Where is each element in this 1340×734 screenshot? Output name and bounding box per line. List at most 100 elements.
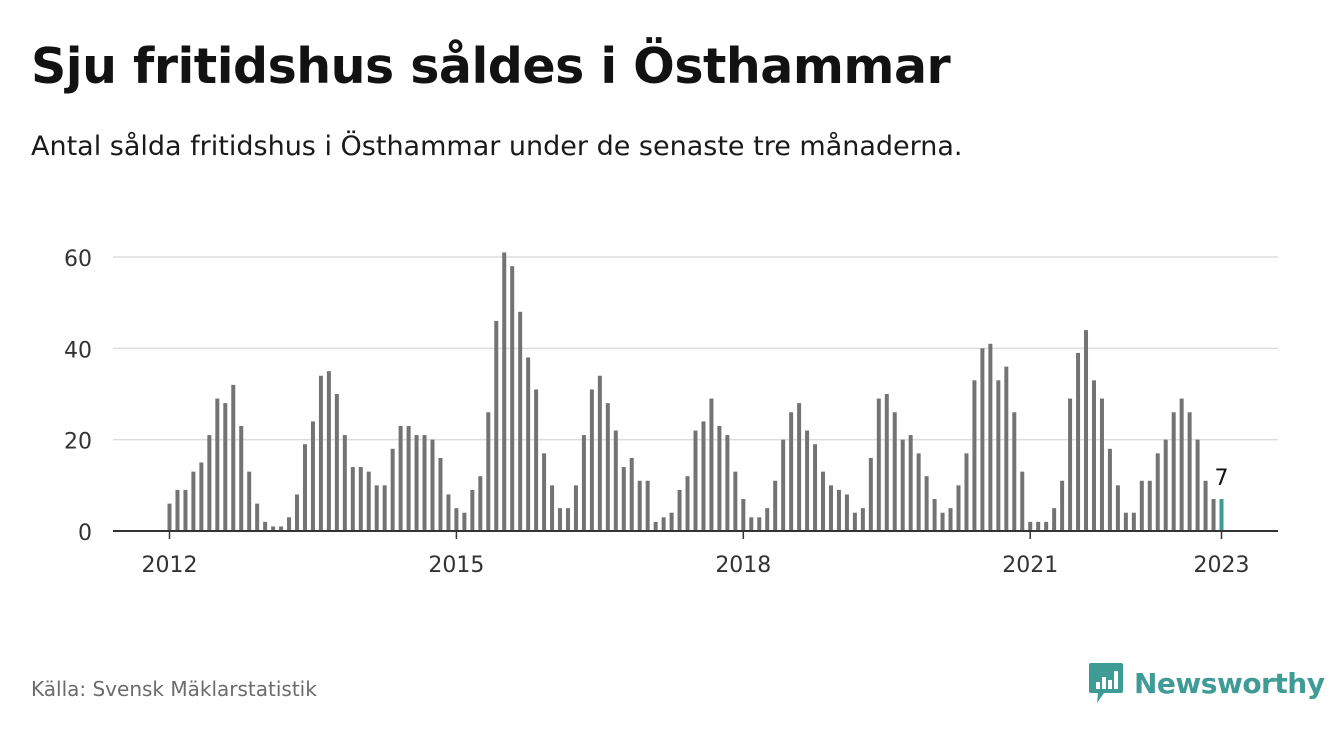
bar — [1004, 366, 1009, 531]
bar — [996, 380, 1001, 531]
bar — [573, 485, 578, 531]
bar — [789, 412, 794, 531]
axes: 0 20 40 60 7 2012 2015 2018 2021 2023 — [64, 247, 1278, 578]
bar — [1171, 412, 1176, 531]
bar — [948, 508, 953, 531]
bar — [438, 457, 443, 531]
bar — [597, 375, 602, 531]
bar — [1147, 480, 1152, 531]
bar — [940, 512, 945, 531]
bar — [733, 471, 738, 531]
bar — [589, 389, 594, 531]
bar — [1076, 352, 1081, 531]
bar — [1211, 499, 1216, 531]
bar — [693, 430, 698, 531]
bar — [884, 394, 889, 531]
bar — [318, 375, 323, 531]
bar — [709, 398, 714, 531]
bar — [805, 430, 810, 531]
bar — [199, 462, 204, 531]
bar — [916, 453, 921, 531]
bar — [908, 435, 913, 531]
bar — [350, 467, 355, 531]
bar — [534, 389, 539, 531]
bar — [852, 512, 857, 531]
bar — [510, 266, 515, 531]
bar — [1091, 380, 1096, 531]
bar — [1179, 398, 1184, 531]
bar — [1044, 521, 1049, 531]
bar — [821, 471, 826, 531]
bar — [1012, 412, 1017, 531]
bar — [900, 439, 905, 531]
bar — [1155, 453, 1160, 531]
bar — [446, 494, 451, 531]
bar — [964, 453, 969, 531]
bar — [494, 320, 499, 531]
bar — [271, 526, 276, 531]
bar — [1036, 521, 1041, 531]
bar — [1203, 480, 1208, 531]
brand-name: Newsworthy — [1134, 666, 1325, 700]
bar — [685, 476, 690, 531]
bar — [422, 435, 427, 531]
bar — [972, 380, 977, 531]
bar — [613, 430, 618, 531]
bar — [167, 503, 172, 531]
bar — [183, 489, 188, 531]
bar — [279, 526, 284, 531]
source-note: Källa: Svensk Mäklarstatistik — [31, 677, 317, 701]
bar — [470, 489, 475, 531]
bar — [749, 517, 754, 531]
x-tick-label: 2018 — [715, 553, 771, 578]
bar — [207, 435, 212, 531]
bar-latest — [1219, 499, 1224, 531]
bar — [310, 421, 315, 531]
bar — [550, 485, 555, 531]
chart-title: Sju fritidshus såldes i Östhammar — [31, 38, 951, 95]
bar — [486, 412, 491, 531]
bar — [1052, 508, 1057, 531]
y-tick-label: 40 — [64, 338, 92, 363]
bar — [231, 384, 236, 531]
newsworthy-logo-icon — [1089, 663, 1123, 703]
bar — [581, 435, 586, 531]
bar — [462, 512, 467, 531]
y-tick-label: 60 — [64, 247, 92, 272]
bar — [956, 485, 961, 531]
bar — [414, 435, 419, 531]
bar — [1139, 480, 1144, 531]
x-tick-label: 2012 — [142, 553, 198, 578]
bar — [223, 403, 228, 531]
bar — [629, 457, 634, 531]
y-tick-label: 0 — [78, 521, 92, 546]
bar — [1107, 448, 1112, 531]
bar — [263, 521, 268, 531]
bar — [701, 421, 706, 531]
bar — [717, 425, 722, 531]
bar — [645, 480, 650, 531]
bar — [1028, 521, 1033, 531]
bar — [669, 512, 674, 531]
latest-value-label: 7 — [1215, 466, 1229, 491]
bar — [725, 435, 730, 531]
bar — [342, 435, 347, 531]
bar — [502, 252, 507, 531]
bar — [1060, 480, 1065, 531]
brand-logo[interactable]: Newsworthy — [1088, 660, 1325, 706]
bar — [565, 508, 570, 531]
bar — [1187, 412, 1192, 531]
bar — [653, 521, 658, 531]
bar — [358, 467, 363, 531]
bar-chart: 0 20 40 60 7 2012 2015 2018 2021 2023 — [64, 247, 1278, 578]
bar — [1163, 439, 1168, 531]
bar — [454, 508, 459, 531]
x-tick-label: 2021 — [1002, 553, 1058, 578]
bar — [374, 485, 379, 531]
x-tick-label: 2023 — [1194, 553, 1250, 578]
bar — [255, 503, 260, 531]
bar — [390, 448, 395, 531]
bar — [892, 412, 897, 531]
bar — [478, 476, 483, 531]
bar — [988, 343, 993, 531]
